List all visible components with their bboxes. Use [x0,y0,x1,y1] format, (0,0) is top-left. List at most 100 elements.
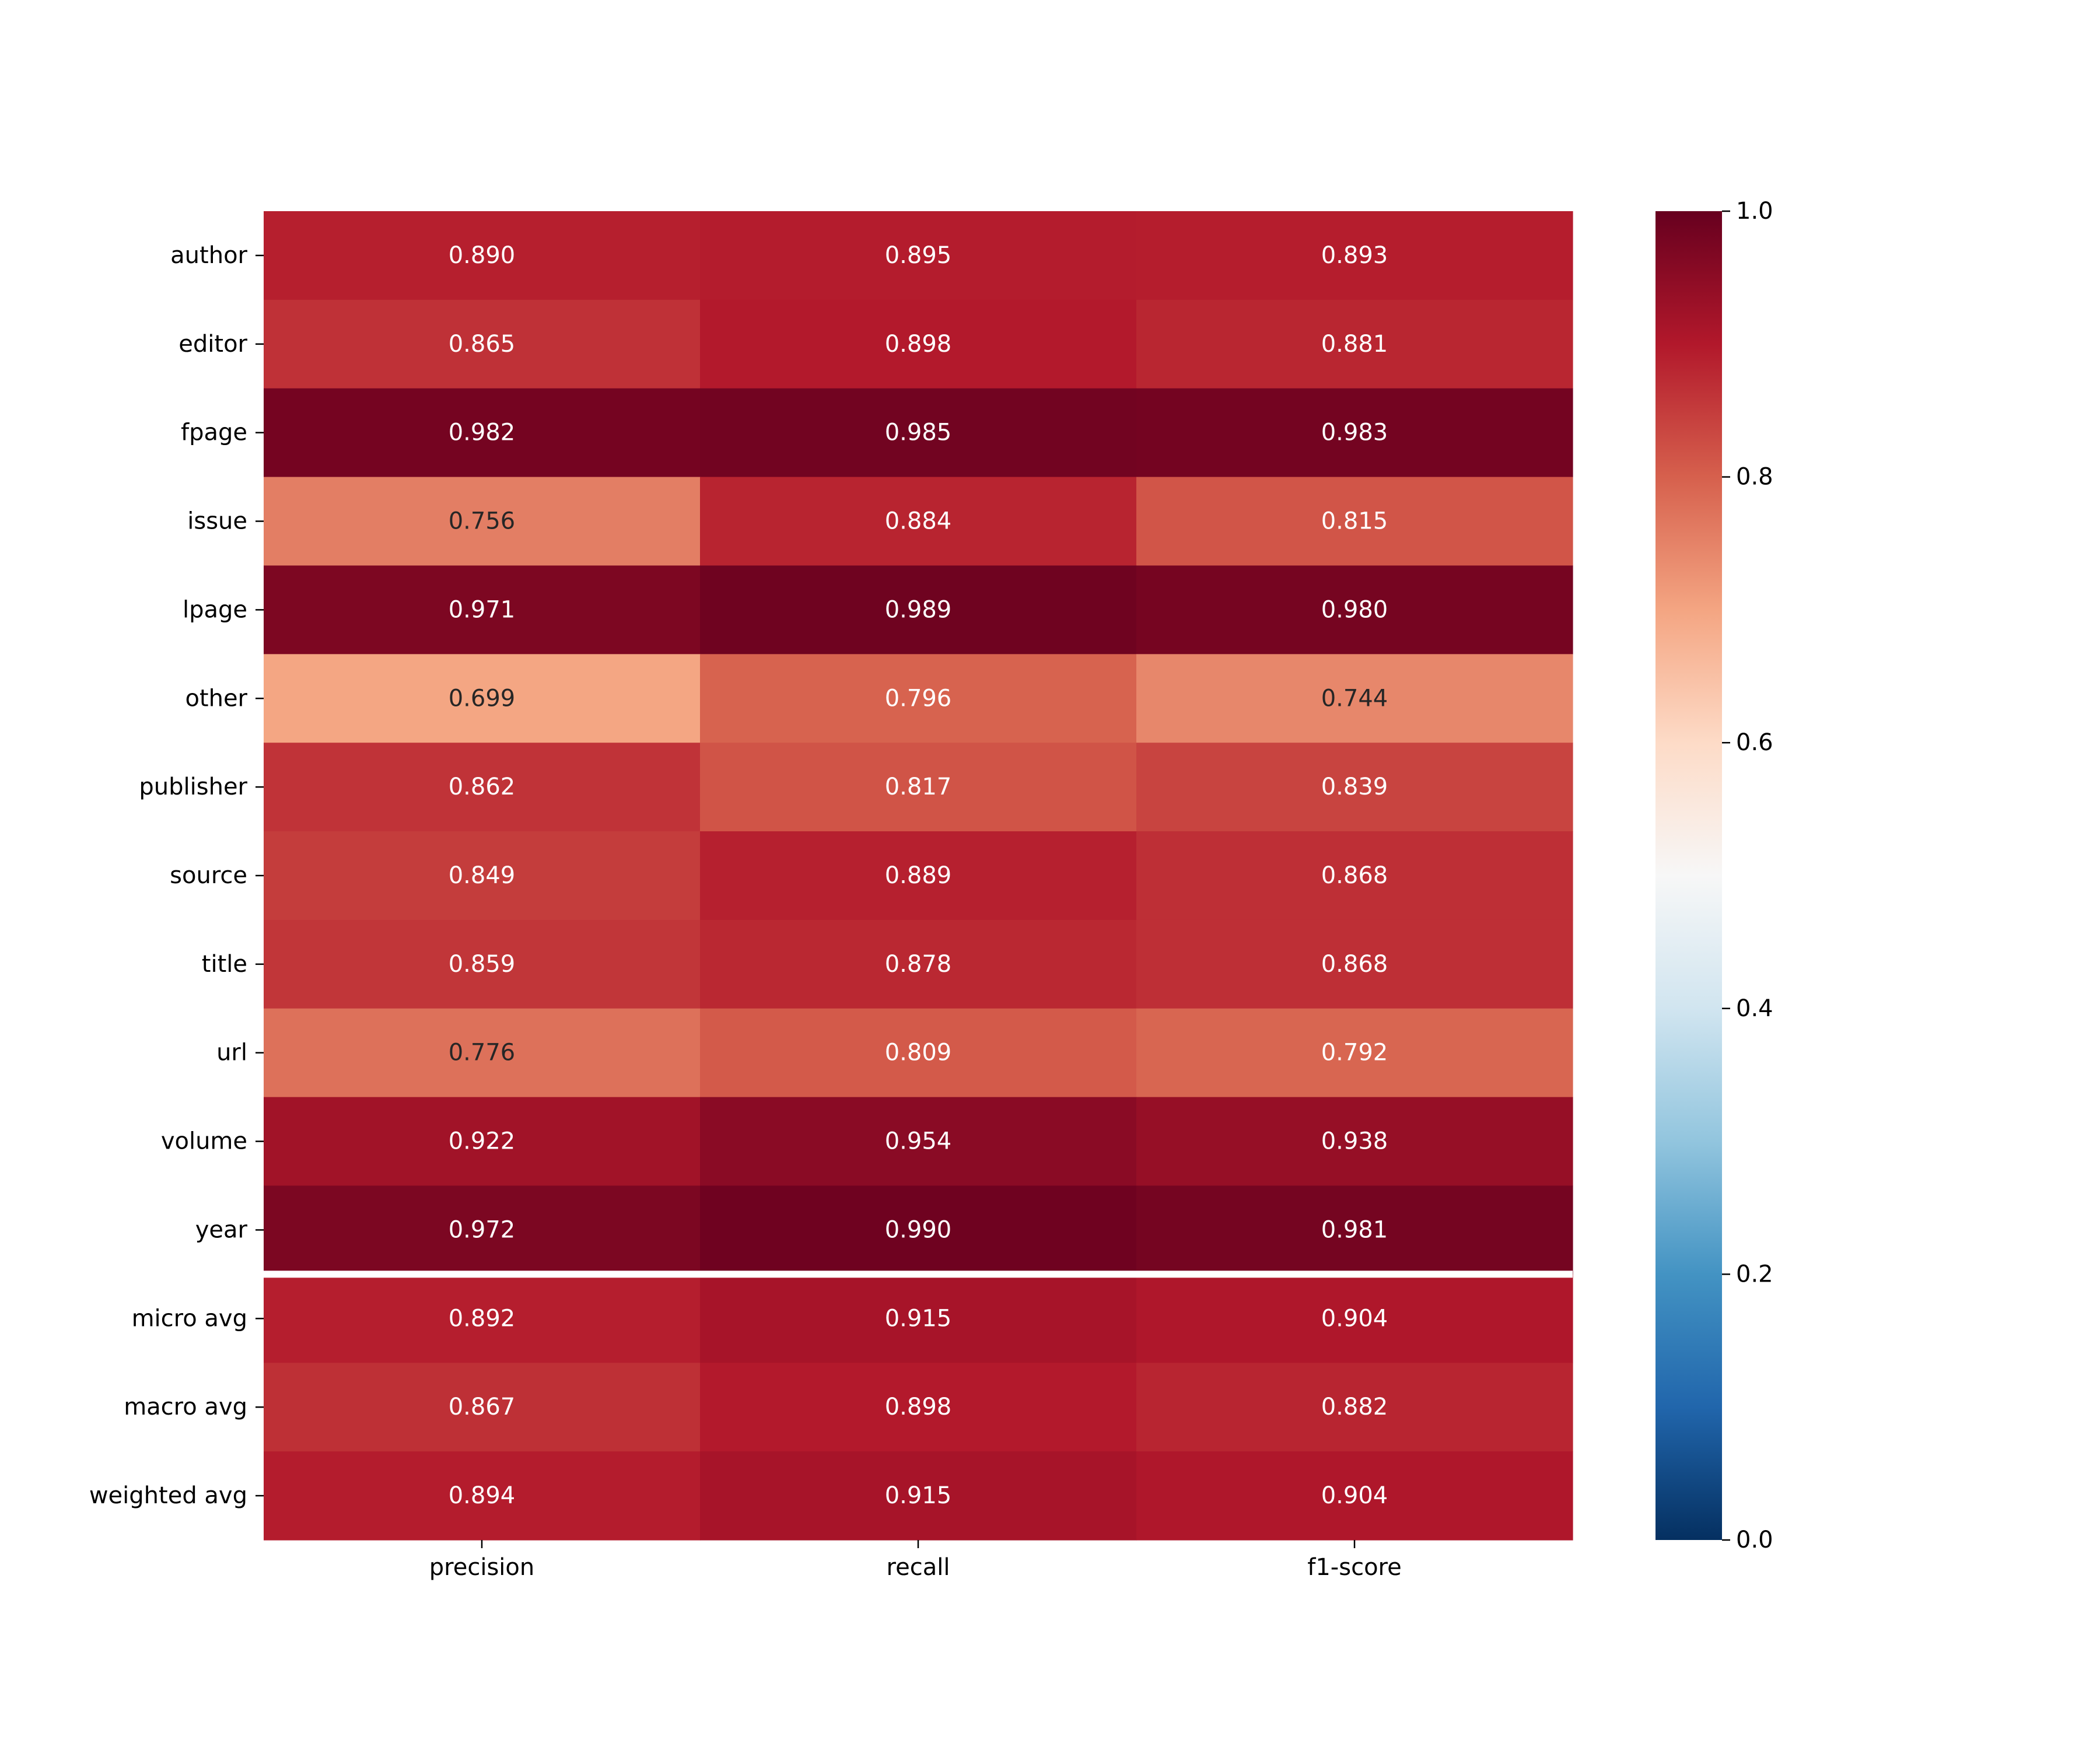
cell-weighted-avg-f1-score [1136,1451,1573,1541]
cell-value-micro-avg-recall: 0.915 [885,1305,952,1332]
colorbar-gradient [1656,211,1722,1540]
cell-weighted-avg-precision [264,1451,701,1541]
cell-value-fpage-precision: 0.982 [449,419,516,446]
cell-value-lpage-precision: 0.971 [449,596,516,623]
x-tick-label-recall: recall [887,1554,950,1581]
cell-publisher-recall [700,743,1137,832]
cell-value-url-recall: 0.809 [885,1040,952,1066]
cell-volume-precision [264,1097,701,1186]
cell-lpage-precision [264,565,701,654]
cell-micro-avg-f1-score [1136,1274,1573,1363]
cell-value-title-precision: 0.859 [449,951,516,978]
cell-author-precision [264,211,701,300]
cell-year-f1-score [1136,1185,1573,1275]
cell-issue-precision [264,477,701,566]
cell-value-micro-avg-f1-score: 0.904 [1321,1305,1388,1332]
cell-value-macro-avg-f1-score: 0.882 [1321,1394,1388,1420]
cell-value-issue-f1-score: 0.815 [1321,508,1388,535]
x-tick-label-precision: precision [429,1554,534,1581]
cell-weighted-avg-recall [700,1451,1137,1541]
cell-source-f1-score [1136,831,1573,921]
cell-value-lpage-f1-score: 0.980 [1321,596,1388,623]
cell-value-author-f1-score: 0.893 [1321,242,1388,269]
cell-value-editor-recall: 0.898 [885,331,952,358]
cell-macro-avg-f1-score [1136,1363,1573,1452]
cell-value-source-precision: 0.849 [449,862,516,889]
cell-value-publisher-recall: 0.817 [885,774,952,800]
y-tick-label-micro-avg: micro avg [132,1305,247,1332]
cell-source-recall [700,831,1137,921]
cell-editor-precision [264,299,701,389]
x-tick-label-f1-score: f1-score [1307,1554,1401,1581]
y-tick-label-fpage: fpage [181,419,247,446]
cell-publisher-precision [264,743,701,832]
cell-value-url-precision: 0.776 [449,1040,516,1066]
cell-value-year-recall: 0.990 [885,1216,952,1243]
cell-value-source-f1-score: 0.868 [1321,862,1388,889]
cell-value-issue-recall: 0.884 [885,508,952,535]
cell-value-other-f1-score: 0.744 [1321,685,1388,712]
cell-value-fpage-recall: 0.985 [885,419,952,446]
cell-title-precision [264,919,701,1009]
cell-value-title-f1-score: 0.868 [1321,951,1388,978]
cell-title-recall [700,919,1137,1009]
cell-value-author-recall: 0.895 [885,242,952,269]
colorbar: 0.0 0.2 0.4 0.6 0.8 1.0 [1656,198,1773,1553]
cell-micro-avg-recall [700,1274,1137,1363]
y-tick-label-weighted-avg: weighted avg [89,1482,247,1509]
y-tick-label-editor: editor [178,331,247,358]
cell-author-f1-score [1136,211,1573,300]
cell-other-recall [700,654,1137,743]
cell-issue-f1-score [1136,477,1573,566]
cell-value-volume-recall: 0.954 [885,1128,952,1155]
cell-year-recall [700,1185,1137,1275]
cell-value-publisher-precision: 0.862 [449,774,516,800]
cell-issue-recall [700,477,1137,566]
cell-macro-avg-recall [700,1363,1137,1452]
cell-value-lpage-recall: 0.989 [885,596,952,623]
cell-value-author-precision: 0.890 [449,242,516,269]
cell-url-precision [264,1008,701,1098]
cell-value-weighted-avg-recall: 0.915 [885,1482,952,1509]
cell-volume-f1-score [1136,1097,1573,1186]
cell-value-macro-avg-recall: 0.898 [885,1394,952,1420]
cell-value-fpage-f1-score: 0.983 [1321,419,1388,446]
colorbar-tick-label-5: 1.0 [1736,198,1773,225]
colorbar-tick-label-3: 0.6 [1736,729,1773,756]
cell-value-title-recall: 0.878 [885,951,952,978]
cell-year-precision [264,1185,701,1275]
cell-lpage-recall [700,565,1137,654]
cell-value-source-recall: 0.889 [885,862,952,889]
x-axis: precision recall f1-score [429,1540,1402,1581]
colorbar-tick-label-1: 0.2 [1736,1261,1773,1287]
cell-value-labels: 0.890 0.895 0.893 0.865 0.898 0.881 0.982 0.985… [449,242,1388,1509]
cell-value-publisher-f1-score: 0.839 [1321,774,1388,800]
y-tick-label-year: year [195,1216,248,1243]
y-tick-label-publisher: publisher [139,774,247,800]
y-tick-label-author: author [170,242,247,269]
cell-value-other-precision: 0.699 [449,685,516,712]
cell-value-volume-precision: 0.922 [449,1128,516,1155]
colorbar-tick-label-2: 0.4 [1736,995,1773,1022]
cell-value-other-recall: 0.796 [885,685,952,712]
y-tick-label-macro-avg: macro avg [124,1394,247,1420]
cell-other-precision [264,654,701,743]
cell-value-weighted-avg-f1-score: 0.904 [1321,1482,1388,1509]
y-tick-label-url: url [216,1040,247,1066]
cell-value-volume-f1-score: 0.938 [1321,1128,1388,1155]
cell-fpage-f1-score [1136,388,1573,478]
colorbar-tick-label-4: 0.8 [1736,464,1773,491]
cell-fpage-recall [700,388,1137,478]
cell-author-recall [700,211,1137,300]
cell-micro-avg-precision [264,1274,701,1363]
cell-value-url-f1-score: 0.792 [1321,1040,1388,1066]
cell-macro-avg-precision [264,1363,701,1452]
cell-volume-recall [700,1097,1137,1186]
cell-publisher-f1-score [1136,743,1573,832]
cell-value-editor-f1-score: 0.881 [1321,331,1388,358]
cell-editor-recall [700,299,1137,389]
y-tick-label-source: source [170,862,247,889]
cell-value-editor-precision: 0.865 [449,331,516,358]
cell-url-f1-score [1136,1008,1573,1098]
